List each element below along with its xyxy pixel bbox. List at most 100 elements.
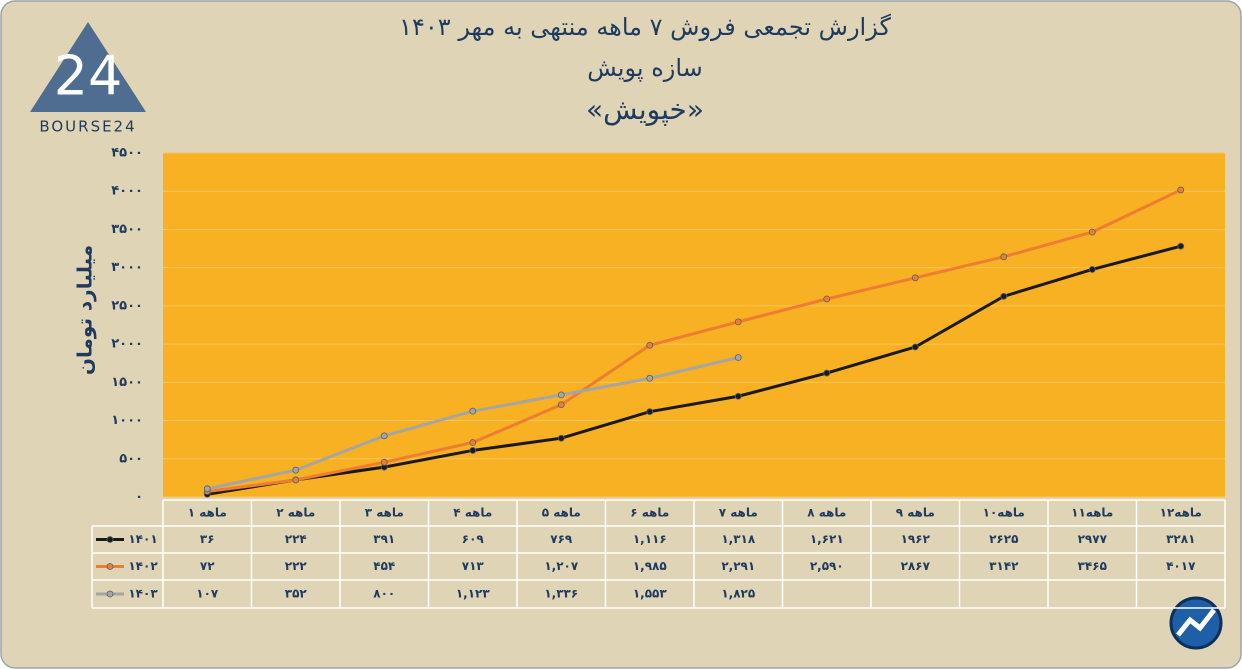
table-value: ۶۰۹ (462, 532, 485, 546)
point (911, 274, 919, 282)
point (823, 295, 831, 303)
legend-label: ۱۴۰۲ (128, 559, 158, 573)
table-value: ۳۱۴۲ (989, 559, 1019, 573)
point (911, 343, 919, 351)
table-value: ۱۹۶۲ (901, 532, 931, 546)
table-value: ۱,۹۸۵ (633, 559, 667, 573)
point (823, 369, 831, 377)
table-value: ۳۹۱ (373, 532, 395, 546)
point (380, 432, 388, 440)
y-tick-label: ۳۰۰۰ (111, 260, 143, 275)
logo-triangle (30, 22, 146, 112)
table-value: ۱,۳۱۸ (721, 532, 756, 546)
table-value: ۲۸۶۷ (901, 559, 931, 573)
table-value: ۱,۶۲۱ (810, 532, 844, 546)
plot-area (163, 153, 1225, 497)
table-value: ۲,۵۹۰ (810, 559, 844, 573)
x-tick-label: ۳ ماهه (365, 506, 404, 520)
table-value: ۱,۲۰۷ (544, 559, 579, 573)
table-value: ۱,۵۵۳ (633, 587, 668, 601)
y-tick-label: ۱۰۰۰ (111, 413, 143, 428)
x-tick-label: ۹ ماهه (896, 506, 935, 520)
table-value: ۲,۲۹۱ (721, 559, 755, 573)
point (734, 392, 742, 400)
y-tick-label: ۲۰۰۰ (111, 337, 143, 352)
table-value: ۱,۳۳۶ (544, 587, 578, 601)
point (646, 341, 654, 349)
point (469, 407, 477, 415)
point (380, 458, 388, 466)
logo-name: BOURSE24 (39, 118, 136, 136)
table-value: ۸۰۰ (373, 587, 395, 601)
point (292, 466, 300, 474)
table-value: ۴۰۱۷ (1166, 559, 1196, 573)
point (1000, 292, 1008, 300)
legend-marker (106, 563, 114, 570)
x-tick-label: ۵ ماهه (542, 506, 581, 520)
legend-marker (106, 590, 114, 598)
legend-label: ۱۴۰۳ (128, 587, 158, 601)
point (1088, 228, 1096, 236)
point (1177, 242, 1185, 250)
logo: 24 BOURSE24 (30, 22, 146, 136)
point (734, 354, 742, 361)
table-value: ۴۵۴ (373, 559, 395, 573)
logo-mark: 24 (54, 45, 123, 108)
legend-marker (106, 536, 114, 543)
point (557, 401, 565, 409)
point (292, 476, 300, 484)
x-tick-label: ۱۱ماهه (1071, 506, 1113, 520)
table-value: ۲۲۴ (285, 532, 307, 546)
corner-icon (1169, 596, 1223, 650)
x-tick-label: ۸ ماهه (807, 506, 846, 520)
x-tick-label: ۷ ماهه (719, 506, 758, 520)
x-tick-label: ۶ ماهه (630, 506, 669, 520)
y-axis-label: میلیارد تومان (73, 245, 97, 375)
point (1000, 253, 1008, 261)
table-value: ۳۲۸۱ (1166, 532, 1195, 546)
series-line (207, 244, 1182, 496)
y-tick-label: ۴۰۰۰ (111, 184, 143, 199)
x-tick-label: ۲ ماهه (276, 506, 315, 520)
point (557, 434, 565, 442)
y-tick-label: ۰ (135, 490, 143, 505)
point (1088, 266, 1096, 273)
table-value: ۷۲ (200, 559, 215, 573)
chart-subtitle: سازه پویش (587, 54, 703, 82)
legend-label: ۱۴۰۱ (128, 532, 157, 546)
table-value: ۱۰۷ (196, 587, 219, 601)
table-value: ۳۶ (200, 532, 215, 546)
series-line (207, 188, 1182, 493)
x-tick-label: ۴ ماهه (453, 506, 492, 520)
x-tick-label: ۱۰ماهه (983, 506, 1025, 520)
y-tick-label: ۱۵۰۰ (111, 375, 143, 390)
y-tick-label: ۴۵۰۰ (111, 146, 143, 161)
y-tick-label: ۵۰۰ (119, 451, 143, 466)
point (557, 391, 565, 399)
point (1177, 186, 1185, 194)
table-value: ۲۲۲ (285, 559, 308, 573)
y-tick-label: ۲۵۰۰ (111, 298, 143, 313)
table-value: ۷۶۹ (550, 532, 573, 546)
point (646, 374, 654, 382)
icon-arrow (1176, 608, 1216, 637)
table-value: ۱,۱۱۶ (633, 532, 667, 546)
point (646, 408, 654, 416)
x-tick-label: ۱۲ماهه (1160, 506, 1202, 520)
y-tick-label: ۳۵۰۰ (111, 222, 143, 237)
table-value: ۷۱۳ (462, 559, 485, 573)
table-value: ۲۶۲۵ (989, 532, 1018, 546)
table-value: ۳۵۲ (285, 587, 308, 601)
table-value: ۲۹۷۷ (1078, 532, 1108, 546)
point (734, 318, 742, 326)
annotation: «خپویش» (586, 93, 704, 126)
point (203, 485, 211, 493)
x-tick-label: ۱ ماهه (188, 506, 227, 520)
chart-title: گزارش تجمعی فروش ۷ ماهه منتهی به مهر ۱۴۰… (399, 13, 891, 41)
point (469, 439, 477, 446)
table-value: ۱,۱۲۳ (456, 587, 491, 601)
point (469, 447, 477, 454)
table-value: ۱,۸۲۵ (721, 587, 755, 601)
table-value: ۳۴۶۵ (1078, 559, 1107, 573)
